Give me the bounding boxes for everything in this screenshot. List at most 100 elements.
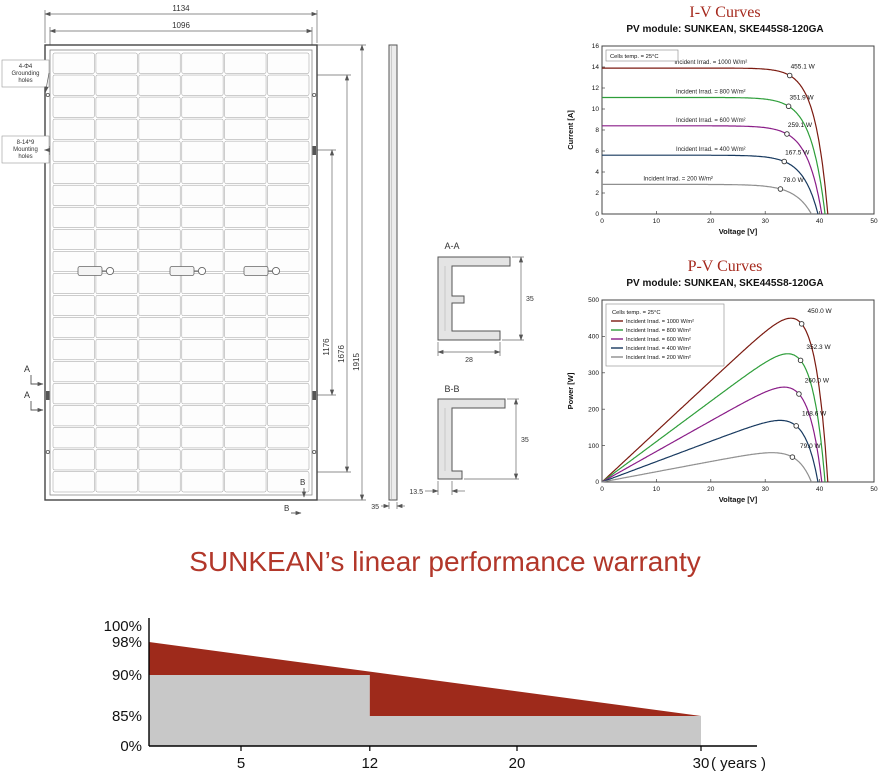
- solar-cell: [224, 96, 267, 118]
- legend-entry: Incident Irrad. = 1000 W/m²: [626, 319, 694, 325]
- solar-cell: [181, 206, 224, 228]
- mpp-marker: [784, 131, 790, 137]
- y-axis-label: Current [A]: [566, 110, 575, 150]
- y-tick-label: 0%: [120, 738, 142, 755]
- mpp-label: 78.0 W: [783, 177, 804, 184]
- x-axis-label: Voltage [V]: [719, 227, 758, 236]
- solar-cell: [267, 118, 310, 140]
- solar-cell: [95, 339, 138, 361]
- solar-cell: [224, 427, 267, 449]
- solar-cell: [52, 140, 95, 162]
- solar-cell: [181, 118, 224, 140]
- solar-cell: [95, 251, 138, 272]
- solar-cell: [267, 383, 310, 405]
- solar-cell: [181, 140, 224, 162]
- y-tick-label: 100%: [104, 618, 142, 635]
- solar-cell: [138, 184, 181, 206]
- solar-cell: [52, 184, 95, 206]
- x-tick-label: 30: [693, 755, 710, 772]
- dim-aa-width: 28: [465, 357, 473, 364]
- section-a-label: A: [24, 390, 30, 400]
- connector-plug: [271, 266, 281, 276]
- mpp-label: 168.6 W: [802, 411, 827, 418]
- y-tick-label: 6: [595, 148, 599, 155]
- y-tick-label: 85%: [112, 708, 142, 725]
- solar-cell: [267, 184, 310, 206]
- plot-frame: [601, 45, 875, 215]
- solar-cell: [95, 295, 138, 317]
- solar-cell: [95, 361, 138, 383]
- solar-cell: [181, 361, 224, 383]
- solar-cell: [138, 251, 181, 272]
- solar-cell: [181, 228, 224, 250]
- cells-temp-note: Cells temp. = 25°C: [612, 310, 661, 316]
- warranty-chart: 100%98% 90% 85% 0% 5 12 20 30( years ): [104, 618, 766, 772]
- mpp-marker: [797, 357, 804, 364]
- section-a-marks: A A: [24, 364, 44, 413]
- y-tick-label: 0: [595, 479, 599, 486]
- solar-cell: [52, 74, 95, 96]
- legend-entry: Incident Irrad. = 600 W/m²: [626, 337, 691, 343]
- x-tick-label: 40: [816, 486, 824, 493]
- series-curve: [601, 452, 812, 483]
- y-tick-label: 4: [595, 169, 599, 176]
- solar-cell: [138, 339, 181, 361]
- solar-cell: [267, 339, 310, 361]
- solar-cell: [95, 162, 138, 184]
- mpp-label: 79.0 W: [800, 443, 821, 450]
- solar-cell: [95, 317, 138, 339]
- dim-bb-width: 13.5: [409, 489, 423, 496]
- x-tick-label: 0: [600, 218, 604, 225]
- x-tick-label: 40: [816, 218, 824, 225]
- solar-cell: [138, 162, 181, 184]
- y-tick-label: 500: [588, 297, 599, 304]
- solar-cell: [95, 449, 138, 471]
- solar-cell: [224, 74, 267, 96]
- series-label: Incident Irrad. = 800 W/m²: [676, 89, 746, 95]
- solar-cell: [267, 273, 310, 294]
- x-tick-label: 20: [707, 486, 715, 493]
- connector-body: [77, 266, 103, 276]
- note-line: Grounding: [11, 71, 39, 77]
- solar-cell: [181, 449, 224, 471]
- y-tick-label: 200: [588, 406, 599, 413]
- solar-cell: [52, 471, 95, 493]
- x-tick-label: 0: [600, 486, 604, 493]
- series-curve: [601, 419, 819, 483]
- mpp-label: 351.9 W: [789, 94, 814, 101]
- note-line: holes: [18, 78, 32, 84]
- solar-cell: [181, 339, 224, 361]
- solar-cell: [52, 339, 95, 361]
- warranty-title: SUNKEAN’s linear performance warranty: [189, 546, 701, 577]
- solar-cell: [224, 295, 267, 317]
- detail-aa-title: A-A: [444, 241, 459, 251]
- panel-technical-drawing: 1134 1096 1176 1676 1915 4-Φ4 Grounding …: [1, 4, 534, 516]
- solar-cell: [224, 228, 267, 250]
- solar-cell: [52, 317, 95, 339]
- solar-cell: [181, 383, 224, 405]
- y-tick-label: 100: [588, 443, 599, 450]
- junction-box-connectors: [77, 266, 281, 276]
- solar-cell: [224, 206, 267, 228]
- solar-cell: [138, 427, 181, 449]
- y-tick-label: 10: [592, 106, 600, 113]
- x-tick-label: 10: [653, 218, 661, 225]
- legend-entry: Incident Irrad. = 800 W/m²: [626, 328, 691, 334]
- mpp-marker: [793, 423, 799, 429]
- y-tick-label: 16: [592, 43, 600, 50]
- mpp-marker: [789, 454, 796, 460]
- solar-cell: [224, 162, 267, 184]
- solar-cell: [181, 96, 224, 118]
- section-b-marks: B B: [284, 478, 307, 516]
- solar-cell: [181, 405, 224, 427]
- warranty-area: [149, 642, 701, 716]
- series-label: Incident Irrad. = 600 W/m²: [676, 118, 746, 124]
- detail-bb-title: B-B: [444, 384, 459, 394]
- pv-curves-title: P-V Curves: [687, 258, 763, 275]
- solar-cell: [267, 162, 310, 184]
- series-label: Incident Irrad. = 1000 W/m²: [674, 60, 747, 66]
- solar-cell: [95, 405, 138, 427]
- solar-cell: [52, 449, 95, 471]
- grounding-holes: [45, 93, 317, 454]
